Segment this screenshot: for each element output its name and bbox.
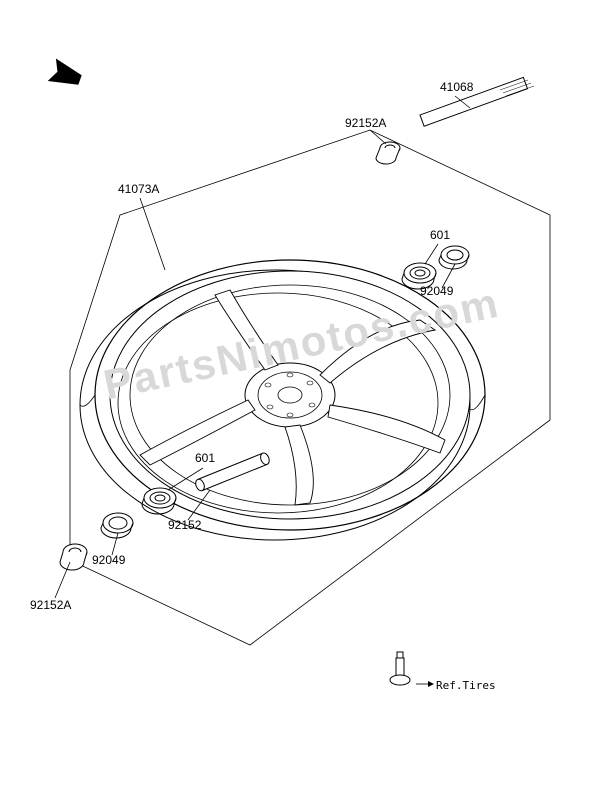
parts-diagram: PartsNimotos.com [0,0,589,799]
label-92049-left: 92049 [92,553,125,567]
label-92152: 92152 [168,518,201,532]
ref-tires-label: Ref.Tires [436,679,496,692]
label-41073a: 41073A [118,182,159,196]
part-collar-top [376,142,400,164]
direction-arrow [48,58,84,91]
label-601-right: 601 [430,228,450,242]
part-valve-stem [390,652,410,685]
part-seal-left [101,513,133,538]
part-collar-bottom [60,544,87,570]
label-92152a-bottom: 92152A [30,598,71,612]
diagram-svg [0,0,589,799]
ref-arrow [416,681,434,687]
part-axle [420,77,534,126]
label-601-left: 601 [195,451,215,465]
part-wheel [80,260,485,540]
label-41068: 41068 [440,80,473,94]
label-92152a-top: 92152A [345,116,386,130]
label-92049-right: 92049 [420,284,453,298]
part-bearing-left [142,488,176,514]
